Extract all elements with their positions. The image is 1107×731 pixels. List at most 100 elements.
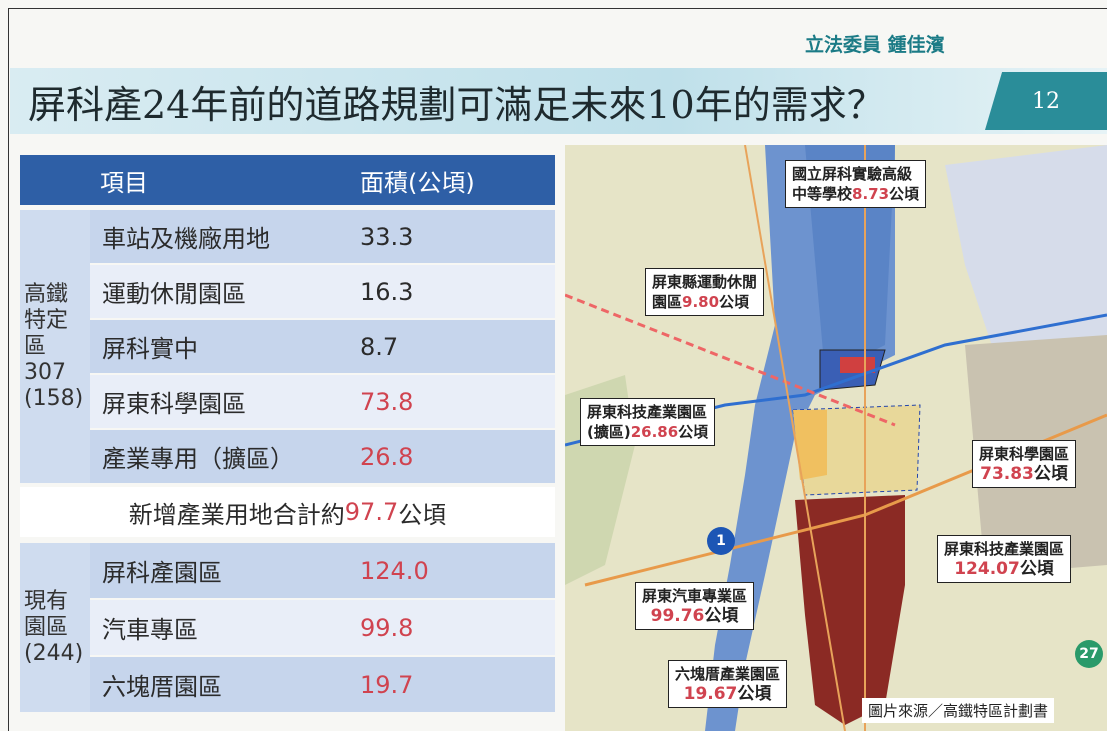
header-cell: 項目: [100, 168, 148, 197]
text: 屏東縣運動休閒: [652, 273, 758, 291]
text: 99.76: [650, 606, 705, 626]
area-cell: 8.7: [360, 332, 399, 361]
text: 新增產業用地合計約: [128, 500, 345, 529]
text: 9.80: [682, 293, 720, 311]
text: 公頃: [719, 293, 750, 311]
map-label-line: 屏東科技產業園區: [587, 402, 708, 422]
map-label-line: 73.83公頃: [979, 464, 1069, 484]
group-label-line: (244): [24, 640, 84, 666]
map-label: 國立屏科實驗高級 中等學校8.73公頃: [785, 160, 927, 208]
map-label-line: 124.07公頃: [944, 559, 1064, 579]
page-number: 12: [985, 72, 1107, 130]
map-label-line: 屏東汽車專業區: [642, 586, 747, 606]
group-label-line: 高鐵: [24, 281, 69, 307]
text: 8.73: [852, 185, 890, 203]
area-cell: 124.0: [360, 556, 429, 585]
road-marker: 1: [707, 527, 735, 555]
source: 圖片來源／高鐵特區計劃書: [862, 698, 1055, 723]
map-label-line: 屏東科技產業園區: [944, 539, 1064, 559]
group-label-line: 現有: [24, 588, 69, 614]
item-cell: 運動休閒園區: [102, 280, 246, 308]
text: 公頃: [1033, 464, 1068, 484]
text: 園區: [652, 293, 683, 311]
text: 公頃: [737, 684, 772, 704]
row-bg: [90, 657, 555, 712]
row-bg: [90, 600, 555, 655]
area-cell: 26.8: [360, 442, 414, 471]
group-label-line: 區: [24, 333, 47, 359]
map-label-line: 屏東縣運動休閒: [652, 272, 757, 292]
industrial-area: [795, 495, 905, 725]
item-cell: 屏科實中: [102, 335, 198, 363]
area-cell: 16.3: [360, 277, 414, 306]
school-area: [840, 357, 875, 373]
text: 屏東科技產業園區: [944, 540, 1065, 558]
map-label-line: 園區9.80公頃: [652, 292, 757, 312]
group-label-line: 307: [24, 359, 66, 385]
item-cell: 屏科產園區: [102, 559, 222, 587]
area-cell: 99.8: [360, 613, 414, 642]
text: 公頃: [889, 185, 920, 203]
map-label: 屏東汽車專業區 99.76公頃: [635, 582, 755, 630]
text: 屏東汽車專業區: [642, 587, 748, 605]
area-cell: 19.7: [360, 670, 414, 699]
map-label-line: 屏東科學園區: [979, 444, 1069, 464]
expansion-area: [793, 410, 827, 480]
rail: [565, 293, 896, 427]
town: [945, 145, 1107, 355]
row-bg: [90, 265, 555, 318]
text: (擴區): [587, 423, 631, 441]
road2: [744, 145, 866, 731]
map-label: 屏東科技產業園區 124.07公頃: [937, 535, 1072, 583]
text: 六塊厝產業園區: [675, 665, 781, 683]
text: 124.07: [954, 559, 1020, 579]
header-cell: 面積(公頃): [360, 168, 475, 197]
item-cell: 屏東科學園區: [102, 390, 246, 418]
text: 中等學校: [792, 185, 853, 203]
row-bg: [90, 320, 555, 373]
map-label-line: 19.67公頃: [675, 684, 780, 704]
row-bg: [90, 543, 555, 598]
group-label-line: 園區: [24, 614, 69, 640]
text: 19.67: [683, 684, 738, 704]
text: 97.7: [344, 498, 399, 526]
text: 國立屏科實驗高級: [792, 165, 913, 183]
map-label-line: (擴區)26.86公頃: [587, 422, 708, 442]
map-label: 屏東縣運動休閒 園區9.80公頃: [645, 268, 765, 316]
group-label: 現有 園區 (244): [20, 543, 90, 712]
text: 公頃: [704, 606, 739, 626]
road-marker: 27: [1075, 640, 1103, 668]
row-bg: [90, 375, 555, 428]
text: 公頃: [398, 500, 447, 529]
group-label-line: 特定: [24, 307, 69, 333]
item-cell: 六塊厝園區: [102, 673, 222, 701]
text: 屏東科學園區: [979, 445, 1070, 463]
row-bg: [90, 210, 555, 263]
text: 公頃: [678, 423, 709, 441]
area-cell: 73.8: [360, 387, 414, 416]
row-bg: [90, 430, 555, 483]
map-label: 六塊厝產業園區 19.67公頃: [668, 660, 788, 708]
text: 屏東科技產業園區: [587, 403, 708, 421]
text: 公頃: [1019, 559, 1054, 579]
group-label: 高鐵 特定區 307 (158): [20, 210, 90, 483]
title: 屏科產24年前的道路規劃可滿足未來10年的需求？: [28, 83, 885, 127]
item-cell: 車站及機廠用地: [102, 225, 270, 253]
map-label: 屏東科學園區 73.83公頃: [972, 440, 1077, 488]
author: 立法委員 鍾佳濱: [805, 34, 945, 56]
map-label: 屏東科技產業園區 (擴區)26.86公頃: [580, 398, 716, 446]
map-label-line: 中等學校8.73公頃: [792, 184, 919, 204]
map-label-line: 國立屏科實驗高級: [792, 164, 919, 184]
header-band: [20, 155, 555, 205]
text: 26.86: [630, 423, 679, 441]
item-cell: 產業專用（擴區）: [102, 445, 294, 473]
title-band: [10, 68, 1107, 134]
map-label-line: 99.76公頃: [642, 606, 747, 626]
text: 73.83: [980, 464, 1034, 484]
area-cell: 33.3: [360, 222, 414, 251]
item-cell: 汽車專區: [102, 616, 198, 644]
frame: [8, 8, 1107, 731]
summary: 新增產業用地合計約 97.7 公頃: [20, 487, 555, 537]
map-label-line: 六塊厝產業園區: [675, 664, 780, 684]
